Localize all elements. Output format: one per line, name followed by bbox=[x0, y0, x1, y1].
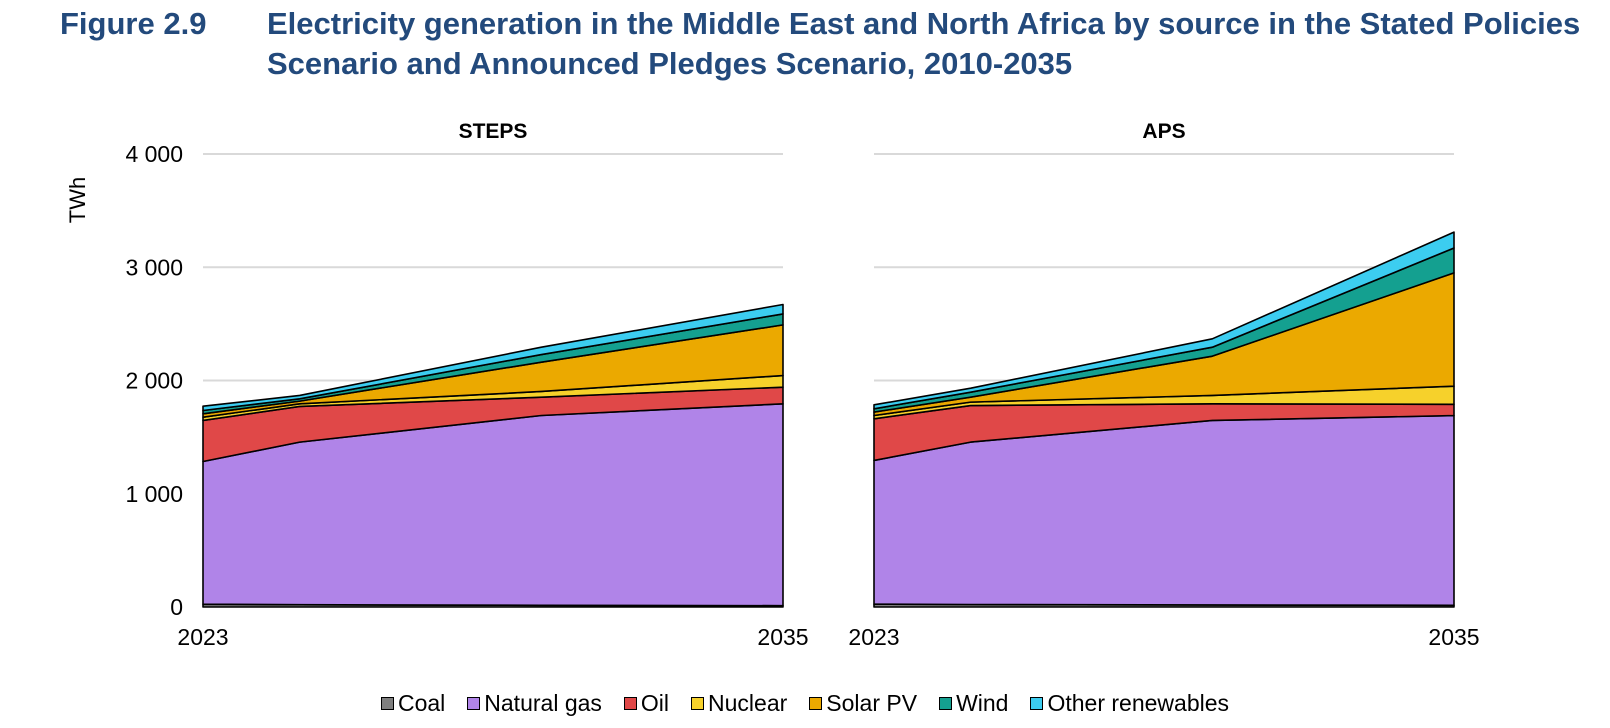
x-tick-label: 2035 bbox=[757, 624, 808, 650]
panel-title: STEPS bbox=[459, 120, 528, 143]
area-other-renewables bbox=[873, 231, 1455, 410]
legend-label: Nuclear bbox=[708, 690, 788, 716]
y-tick-label: 1 000 bbox=[125, 481, 183, 507]
legend-label: Other renewables bbox=[1047, 690, 1230, 716]
legend-swatch bbox=[1030, 697, 1044, 710]
legend-label: Natural gas bbox=[484, 690, 602, 716]
y-tick-label: 2 000 bbox=[125, 368, 183, 394]
figure-number: Figure 2.9 bbox=[60, 6, 207, 41]
legend-label: Solar PV bbox=[826, 690, 918, 716]
y-tick-label: 4 000 bbox=[125, 141, 183, 167]
legend-item: Nuclear bbox=[691, 690, 787, 717]
x-tick-label: 2035 bbox=[1428, 624, 1479, 650]
legend-item: Solar PV bbox=[809, 690, 917, 717]
legend-label: Wind bbox=[956, 690, 1009, 716]
y-tick-label: 3 000 bbox=[125, 254, 183, 280]
legend-swatch bbox=[691, 697, 705, 710]
legend-item: Oil bbox=[623, 690, 670, 717]
figure-title-text: Electricity generation in the Middle Eas… bbox=[267, 6, 1581, 81]
legend-item: Wind bbox=[939, 690, 1008, 717]
legend-swatch bbox=[939, 697, 953, 710]
legend-swatch bbox=[809, 697, 823, 710]
legend-item: Coal bbox=[380, 690, 446, 717]
x-tick-label: 2023 bbox=[848, 624, 899, 650]
y-axis-label: TWh bbox=[65, 177, 90, 223]
legend-item: Natural gas bbox=[467, 690, 602, 717]
legend-swatch bbox=[623, 697, 637, 710]
y-tick-label: 0 bbox=[170, 594, 183, 620]
legend-label: Coal bbox=[397, 690, 446, 716]
x-tick-label: 2023 bbox=[177, 624, 228, 650]
legend-swatch bbox=[380, 697, 394, 710]
panel-title: APS bbox=[1142, 120, 1185, 143]
area-other-renewables bbox=[202, 303, 784, 412]
legend-item: Other renewables bbox=[1030, 690, 1229, 717]
legend-label: Oil bbox=[640, 690, 670, 716]
legend: Coal Natural gas Oil Nuclear Solar PV Wind Oth… bbox=[0, 690, 1610, 717]
legend-swatch bbox=[467, 697, 481, 710]
